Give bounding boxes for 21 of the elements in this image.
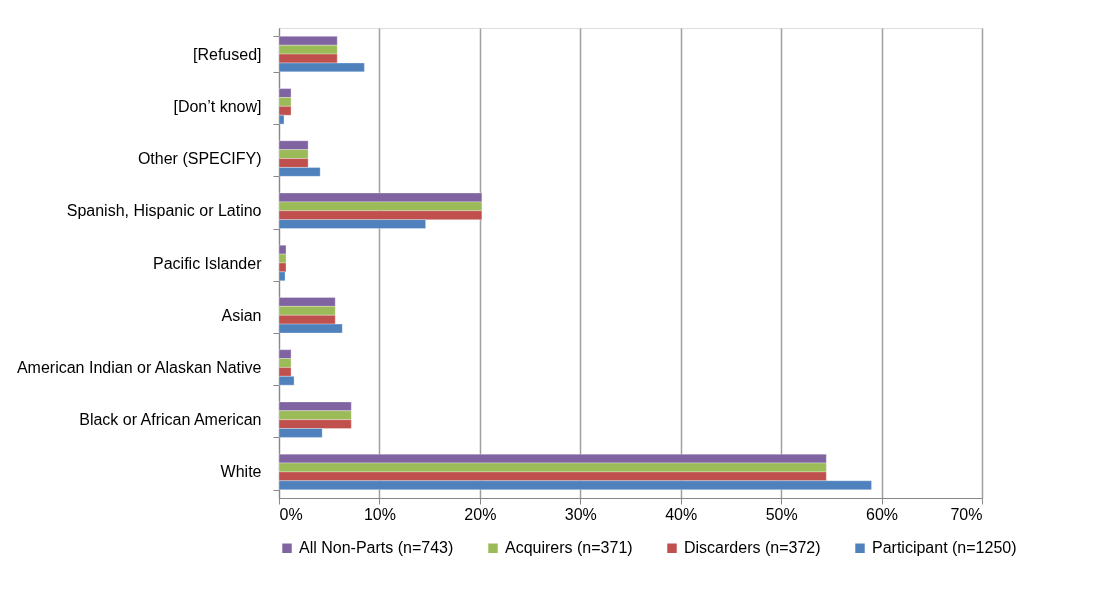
x-tick-label: 20% xyxy=(464,505,497,523)
x-tick-label: 10% xyxy=(363,505,396,523)
x-tick-label: 50% xyxy=(765,505,798,523)
legend-label: Discarders (n=372) xyxy=(684,539,821,557)
x-tick-label: 0% xyxy=(279,505,303,523)
y-tick-label: Spanish, Hispanic or Latino xyxy=(66,202,262,220)
y-tick-label: [Refused] xyxy=(193,45,262,63)
y-tick-label: American Indian or Alaskan Native xyxy=(16,358,262,376)
y-tick-label: Pacific Islander xyxy=(153,254,263,272)
y-tick-label: White xyxy=(220,463,262,481)
legend-label: All Non-Parts (n=743) xyxy=(299,539,454,557)
legend-label: Acquirers (n=371) xyxy=(505,539,633,557)
x-tick-label: 30% xyxy=(564,505,597,523)
y-tick-label: Black or African American xyxy=(79,411,262,429)
x-tick-label: 40% xyxy=(665,505,698,523)
legend-label: Participant (n=1250) xyxy=(872,539,1017,557)
y-tick-label: [Don’t know] xyxy=(173,97,262,115)
y-tick-label: Asian xyxy=(221,306,262,324)
x-tick-label: 70% xyxy=(950,505,983,523)
y-tick-label: Other (SPECIFY) xyxy=(137,150,262,168)
x-tick-label: 60% xyxy=(866,505,899,523)
